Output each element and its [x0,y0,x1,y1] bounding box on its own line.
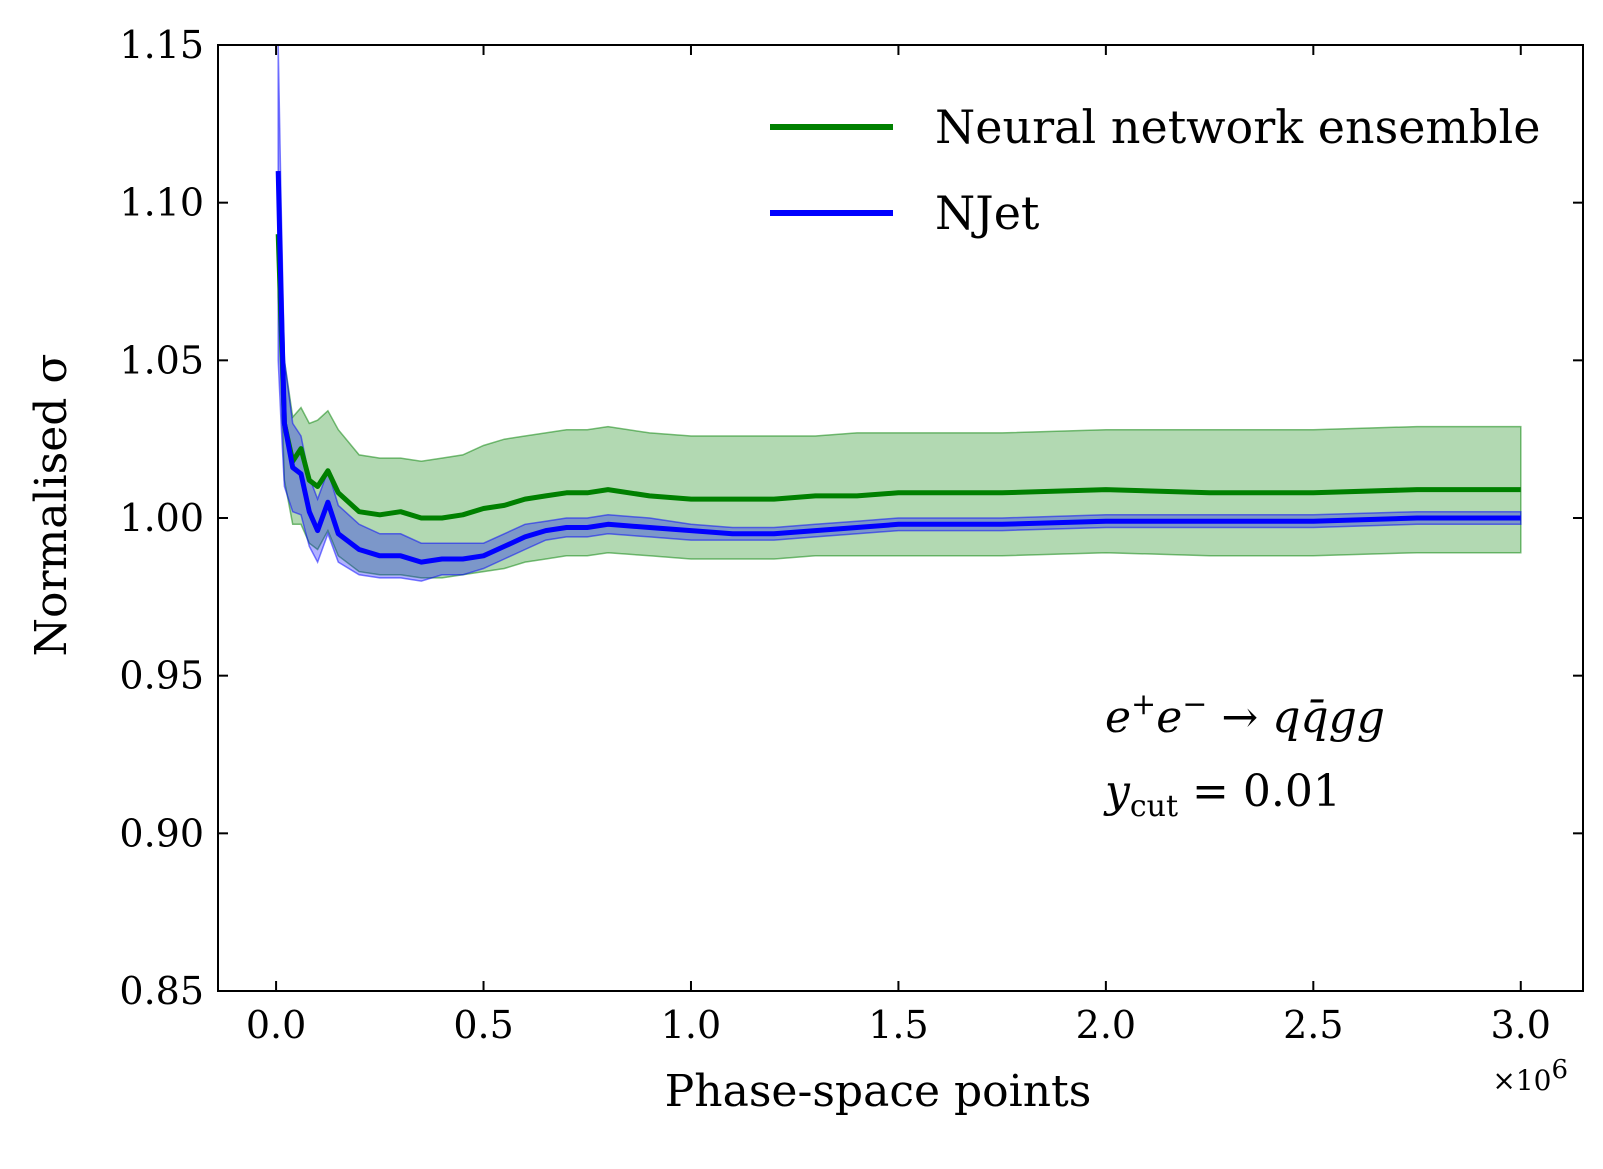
process-q: q [1272,692,1300,743]
cut-annotation: ycut = 0.01 [1103,766,1341,824]
process-e2: e [1156,692,1182,743]
legend-label-njet: NJet [935,186,1040,240]
x-tick-label: 3.0 [1491,1003,1551,1047]
x-multiplier: ×106 [1492,1055,1568,1097]
process-e1: e [1105,692,1131,743]
x-multiplier-exponent: 6 [1551,1055,1568,1085]
y-tick-label: 1.10 [119,181,204,225]
process-annotation: e+e− → qq̄gg [1105,687,1385,743]
cut-value: = 0.01 [1178,766,1341,817]
cut-variable: y [1103,766,1131,817]
process-arrow: → [1207,692,1272,743]
y-tick-label: 1.05 [119,338,204,382]
y-axis-label: Normalised σ [26,354,77,657]
y-tick-label: 1.00 [119,496,204,540]
process-qbar: q̄ [1300,692,1328,743]
uncertainty-band-njet [277,45,1522,582]
x-multiplier-prefix: ×10 [1492,1064,1551,1097]
process-sup1: + [1131,687,1156,722]
uncertainty-band-neural-network-ensemble [277,171,1522,579]
y-tick-label: 1.15 [119,23,204,67]
cut-subscript: cut [1130,789,1178,824]
axis-ticks: 0.0 0.5 1.0 1.5 2.0 2.5 3.0 0.85 0.90 0.95 1.00 1.0… [119,23,1583,1047]
x-tick-label: 2.0 [1076,1003,1136,1047]
process-sup2: − [1182,687,1207,722]
x-tick-label: 1.0 [661,1003,721,1047]
series-line-neural-network-ensemble [275,234,1521,521]
plot-area [275,45,1522,582]
x-tick-label: 1.5 [868,1003,928,1047]
series-line-njet [275,171,1521,565]
y-tick-label: 0.85 [119,969,204,1013]
y-tick-label: 0.90 [119,811,204,855]
legend: Neural network ensemble NJet [770,100,1540,240]
legend-label-neural-network-ensemble: Neural network ensemble [935,100,1540,154]
process-gg: gg [1329,692,1385,743]
x-tick-label: 0.5 [453,1003,513,1047]
x-axis-label: Phase-space points [665,1066,1092,1117]
x-tick-label: 0.0 [246,1003,306,1047]
y-tick-label: 0.95 [119,654,204,698]
plot-frame [217,44,1584,992]
x-tick-label: 2.5 [1283,1003,1343,1047]
